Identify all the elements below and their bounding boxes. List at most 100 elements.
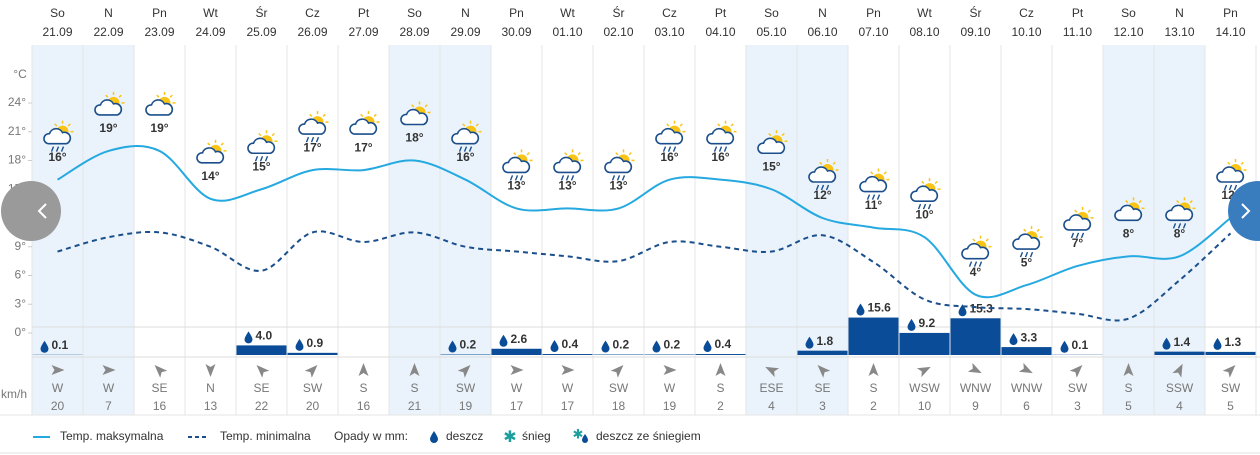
sun-ray	[1189, 200, 1193, 204]
weather-icon	[655, 120, 686, 152]
day-label: Pt	[358, 6, 370, 20]
sun-ray	[615, 152, 619, 156]
rain	[713, 146, 718, 152]
day-label: N	[104, 6, 113, 20]
cloud	[145, 99, 174, 116]
day-label: Śr	[256, 5, 268, 20]
day-label: Cz	[662, 6, 677, 20]
sun-ray	[1023, 228, 1027, 232]
rain	[616, 175, 621, 181]
date-label: 09.10	[960, 25, 990, 39]
precip-label: 0.2	[664, 338, 681, 352]
rain	[667, 146, 672, 152]
weather-icon	[706, 120, 737, 152]
wind-direction: S	[1124, 381, 1132, 395]
rain	[922, 203, 927, 210]
weather-icon	[553, 149, 584, 181]
rain	[1172, 223, 1177, 229]
day-label: Wt	[203, 6, 218, 20]
sun-ray	[921, 180, 925, 185]
rain-drop	[244, 331, 253, 344]
rain-drop	[907, 318, 916, 331]
weather-icon	[808, 159, 839, 191]
date-label: 27.09	[348, 25, 378, 39]
weather-icon	[298, 111, 329, 143]
max-temp-label: 8°	[1174, 227, 1186, 241]
date-label: 03.10	[654, 25, 684, 39]
precip-label: 0.1	[1072, 338, 1089, 352]
rain	[1080, 232, 1085, 239]
rain-drop	[856, 303, 865, 316]
highlight-column	[746, 45, 797, 415]
date-label: 25.09	[246, 25, 276, 39]
wind-speed: 10	[918, 399, 932, 413]
wind-direction: SW	[456, 381, 476, 395]
date-label: 22.09	[93, 25, 123, 39]
weather-icon	[196, 139, 227, 164]
weather-icon	[94, 91, 125, 116]
precip-label: 4.0	[256, 329, 273, 343]
wind-arrow	[1172, 363, 1183, 378]
rain	[509, 175, 514, 181]
wind-direction: N	[206, 381, 215, 395]
wind-arrow	[868, 363, 879, 376]
sun-ray	[819, 161, 823, 165]
date-label: 30.09	[501, 25, 531, 39]
sun-ray	[679, 123, 683, 127]
precip-label: 15.6	[868, 301, 892, 315]
nav-prev[interactable]	[1, 181, 61, 241]
weather-icon	[961, 235, 992, 267]
wind-arrow	[1069, 365, 1083, 378]
day-label: Cz	[1019, 6, 1034, 20]
rain	[519, 175, 524, 181]
rain-drop	[40, 340, 49, 353]
weather-icon	[1165, 197, 1196, 229]
precip-bar	[236, 345, 287, 355]
rain	[672, 146, 677, 152]
day-label: Pn	[1223, 6, 1238, 20]
rain-drop	[805, 336, 814, 349]
wind-direction: S	[410, 381, 418, 395]
sun-ray	[207, 142, 211, 146]
rain	[1177, 223, 1182, 229]
rain	[570, 175, 575, 181]
rain	[876, 194, 881, 200]
date-label: 29.09	[450, 25, 480, 39]
rain	[315, 136, 320, 143]
rain	[815, 184, 820, 191]
rain-drop	[1213, 337, 1222, 350]
sun-ray	[717, 123, 721, 127]
sun-ray	[1087, 209, 1091, 213]
sun-ray	[1138, 200, 1142, 204]
highlight-column	[389, 45, 440, 415]
day-label: Pt	[715, 6, 727, 20]
wind-arrow	[256, 365, 270, 378]
weather-icon	[145, 91, 176, 116]
legend-sleet: deszcz ze śniegiem	[596, 429, 701, 443]
wind-direction: S	[869, 381, 877, 395]
precip-label: 1.3	[1225, 335, 1242, 349]
nav-next[interactable]	[1228, 181, 1260, 241]
wind-direction: SW	[1068, 381, 1088, 395]
max-temp-label: 17°	[354, 140, 372, 154]
wind-arrow	[967, 362, 982, 374]
rain	[1029, 251, 1034, 258]
weather-icon	[604, 149, 635, 181]
max-temp-label: 14°	[201, 169, 219, 183]
rain	[968, 261, 973, 267]
wind-direction: SW	[303, 381, 323, 395]
cloud	[553, 156, 582, 174]
wind-speed: 9	[972, 399, 979, 413]
wind-direction: SE	[253, 381, 269, 395]
rain	[927, 203, 932, 210]
legend-max: Temp. maksymalna	[60, 429, 164, 443]
rain	[825, 184, 830, 191]
sun-ray	[526, 152, 530, 156]
precip-bar	[899, 332, 950, 355]
precip-label: 3.3	[1021, 330, 1038, 344]
date-label: 14.10	[1215, 25, 1245, 39]
sun-ray	[1176, 200, 1180, 204]
y-tick-label: 18°	[8, 153, 26, 167]
weather-icon	[1216, 159, 1247, 191]
rain	[978, 261, 983, 267]
